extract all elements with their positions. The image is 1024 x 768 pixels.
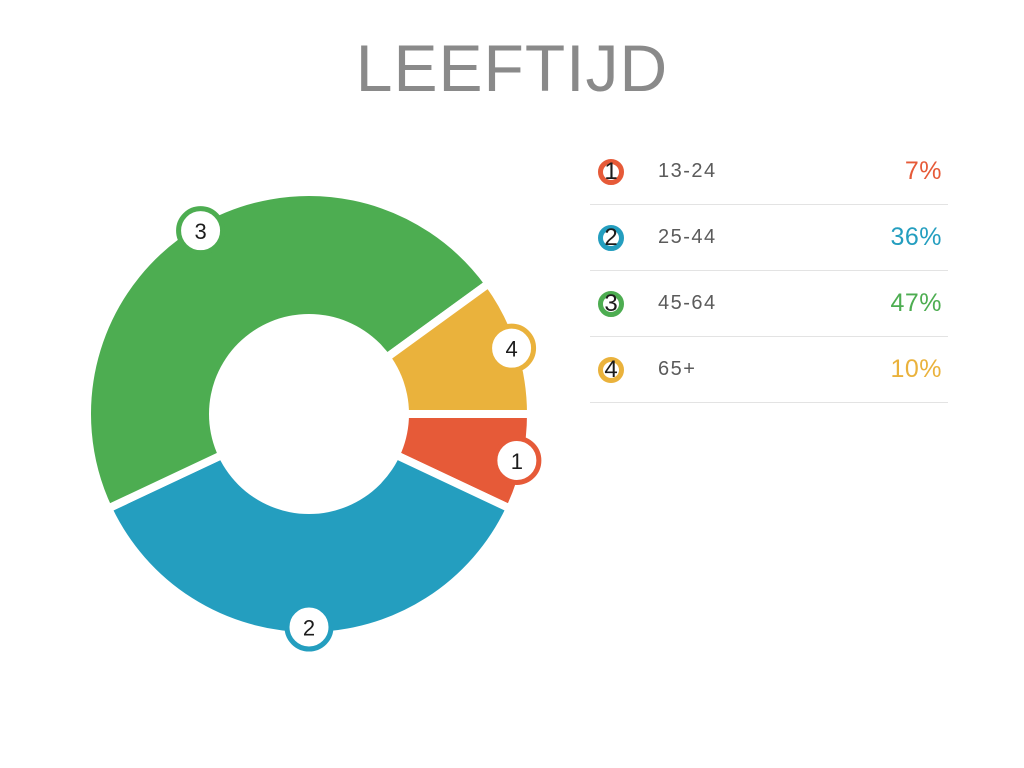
legend-percent-3: 47% [890,289,942,317]
legend-item-4: 4 65+ 10% [590,337,948,403]
legend-label-1: 13-24 [658,160,717,182]
donut-chart: 1 2 3 4 [59,164,559,664]
segment-badge-label-2: 2 [303,616,315,641]
segment-badge-4 [487,323,537,373]
legend-label-4: 65+ [658,358,697,380]
legend-label-3: 45-64 [658,292,717,314]
legend-label-2: 25-44 [658,226,717,248]
legend-badge-number: 4 [604,355,618,383]
donut-hole [209,314,409,514]
segment-badge-label-4: 4 [505,337,517,362]
legend-badge-number: 2 [604,223,618,251]
legend-percent-2: 36% [890,223,942,251]
legend-percent-4: 10% [890,355,942,383]
legend-item-2: 2 25-44 36% [590,205,948,271]
segment-badge-3 [176,206,226,256]
legend-badge-1: 1 [598,157,624,185]
legend-badge-number: 1 [604,157,618,185]
segment-badge-label-3: 3 [194,219,206,244]
legend-badge-2: 2 [598,223,624,251]
donut-chart-svg: 1 2 3 4 [83,188,542,652]
legend-badge-number: 3 [604,289,618,317]
legend-item-3: 3 45-64 47% [590,271,948,337]
legend-percent-1: 7% [904,157,942,185]
page-title: LEEFTIJD [355,31,669,105]
segment-badge-label-1: 1 [511,449,523,474]
chart-legend: 1 13-24 7% 2 25-44 36% 3 45-64 47% 4 65+… [590,139,948,403]
legend-badge-3: 3 [598,289,624,317]
legend-badge-4: 4 [598,355,624,383]
segment-badge-2 [284,602,334,652]
segment-badge-1 [492,435,542,485]
legend-item-1: 1 13-24 7% [590,139,948,205]
